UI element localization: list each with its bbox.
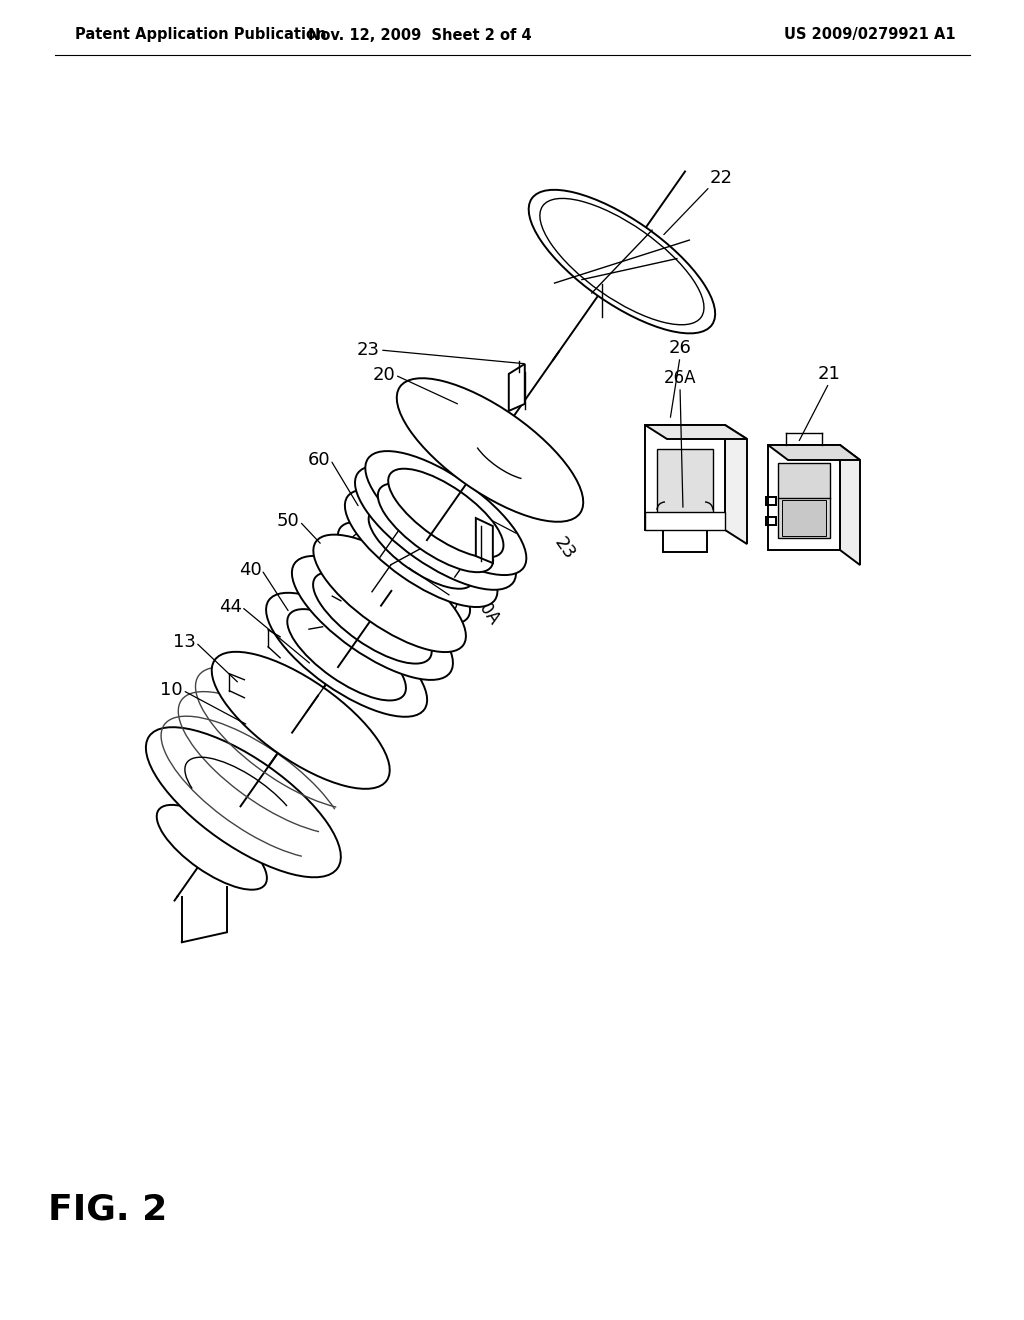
Ellipse shape	[145, 727, 341, 878]
Text: 10A: 10A	[469, 593, 503, 630]
Ellipse shape	[351, 532, 457, 614]
Ellipse shape	[540, 198, 703, 325]
Ellipse shape	[378, 483, 494, 572]
Text: Nov. 12, 2009  Sheet 2 of 4: Nov. 12, 2009 Sheet 2 of 4	[308, 28, 531, 42]
Polygon shape	[645, 512, 725, 531]
Text: 23: 23	[551, 533, 579, 562]
Ellipse shape	[397, 531, 444, 566]
Text: 20: 20	[373, 366, 395, 384]
Text: 44: 44	[218, 598, 242, 616]
Polygon shape	[725, 425, 746, 544]
Polygon shape	[663, 531, 707, 552]
Ellipse shape	[528, 190, 715, 334]
Polygon shape	[782, 500, 826, 536]
Polygon shape	[509, 364, 524, 411]
Polygon shape	[840, 445, 860, 565]
Text: 60: 60	[308, 451, 331, 469]
Polygon shape	[645, 425, 746, 440]
Text: 22: 22	[710, 169, 733, 186]
Text: 13: 13	[173, 634, 196, 651]
Text: FIG. 2: FIG. 2	[48, 1193, 168, 1228]
Text: 26A: 26A	[664, 370, 696, 387]
Polygon shape	[476, 517, 493, 564]
Ellipse shape	[366, 451, 526, 576]
Text: Patent Application Publication: Patent Application Publication	[75, 28, 327, 42]
Text: 50: 50	[276, 512, 300, 531]
Text: US 2009/0279921 A1: US 2009/0279921 A1	[784, 28, 955, 42]
Text: 26: 26	[669, 339, 691, 356]
Polygon shape	[657, 449, 713, 517]
Ellipse shape	[212, 652, 390, 789]
Text: 10: 10	[160, 681, 182, 700]
Polygon shape	[778, 463, 830, 539]
Ellipse shape	[355, 466, 516, 590]
Text: 23: 23	[357, 341, 380, 359]
Text: 40: 40	[239, 561, 261, 578]
Ellipse shape	[345, 490, 498, 607]
Ellipse shape	[313, 573, 432, 664]
Ellipse shape	[369, 508, 474, 589]
Text: 21: 21	[817, 366, 841, 383]
Ellipse shape	[338, 521, 470, 624]
Ellipse shape	[292, 556, 453, 680]
Ellipse shape	[313, 535, 466, 652]
Ellipse shape	[157, 805, 267, 890]
Polygon shape	[768, 445, 840, 550]
Ellipse shape	[266, 593, 427, 717]
Ellipse shape	[288, 609, 406, 701]
Ellipse shape	[396, 379, 584, 521]
Polygon shape	[768, 445, 860, 459]
Polygon shape	[645, 425, 725, 531]
Ellipse shape	[388, 469, 504, 557]
